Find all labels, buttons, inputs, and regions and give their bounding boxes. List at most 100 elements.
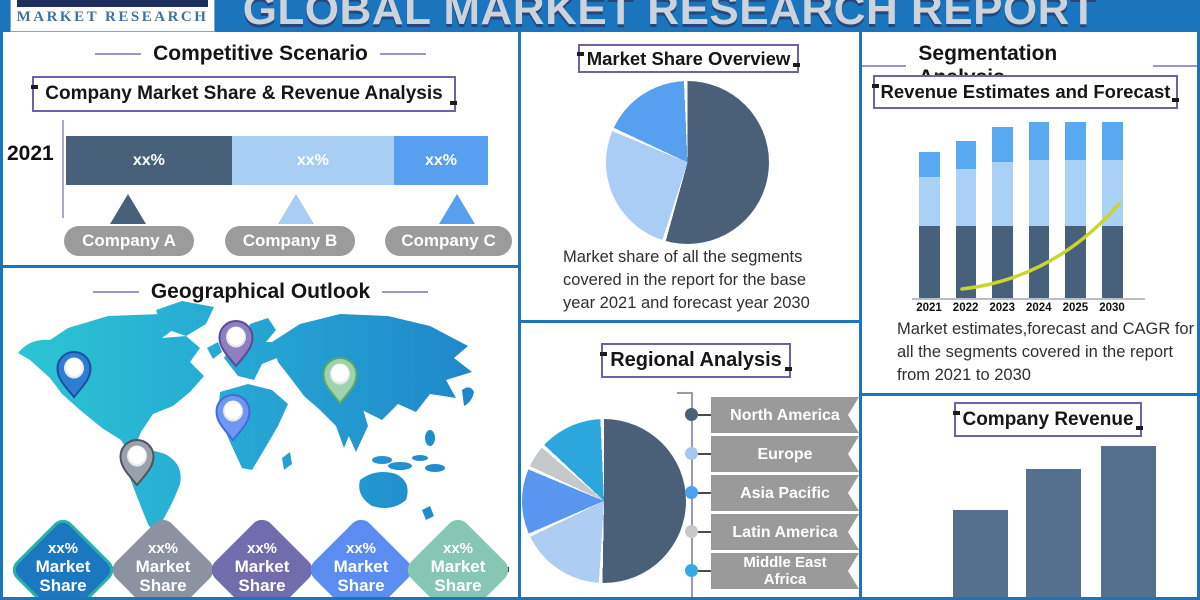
share-value-label: xx% — [296, 151, 329, 169]
region-dash — [698, 492, 711, 494]
island-japan — [462, 387, 474, 406]
segment-bottom — [1065, 226, 1086, 299]
geographical-outlook-title: Geographical Outlook — [3, 280, 518, 304]
continent-asia — [272, 314, 472, 448]
segment-middle — [992, 162, 1013, 226]
share-value-label: xx% — [132, 151, 165, 169]
island-new-zealand — [422, 506, 434, 520]
market-share-description: Market share of all the segments covered… — [563, 248, 810, 312]
title-dash-left — [95, 52, 142, 56]
forecast-bar-2024 — [1028, 122, 1050, 299]
regional-pie-chart — [522, 419, 686, 583]
logo-text: MARKET RESEARCH — [16, 9, 209, 25]
region-dot-asia-pacific — [685, 486, 698, 499]
map-pin-north-america — [56, 351, 92, 399]
forecast-bar-2022 — [955, 141, 977, 299]
segment-middle — [1028, 160, 1050, 226]
segmentation-analysis-panel: Segmentation Analysis Revenue Estimates … — [862, 32, 1197, 393]
company-share-subtitle-box: Company Market Share & Revenue Analysis — [31, 76, 457, 112]
company-b-label-pill: Company B — [225, 226, 355, 256]
company-share-stacked-bar: xx% xx% xx% — [66, 136, 488, 185]
diamond-3-text: xx% Market Share — [234, 540, 290, 595]
revenue-bar-3 — [1101, 446, 1156, 597]
diamond-1-text: xx% Market Share — [35, 540, 91, 595]
forecast-bar-2025 — [1065, 122, 1086, 299]
segment-bottom — [1028, 226, 1050, 299]
company-c-label-pill: Company C — [385, 226, 512, 256]
segmentation-description: Market estimates,forecast and CAGR for a… — [897, 320, 1195, 384]
region-ribbon-europe: Europe — [711, 436, 859, 472]
company-c-pointer-triangle — [439, 194, 475, 224]
island-philippines — [425, 430, 435, 446]
region-dash — [698, 414, 711, 416]
forecast-bar-2023 — [992, 127, 1013, 299]
region-ribbon-middle-east-africa: Middle East Africa — [711, 553, 859, 589]
competitive-scenario-panel: Competitive Scenario Company Market Shar… — [3, 32, 518, 265]
axis-line — [62, 120, 64, 218]
logo-top-bar — [17, 0, 208, 7]
map-pin-south-america — [119, 439, 155, 487]
region-dot-middle-east-africa — [685, 564, 698, 577]
logo: MARKET RESEARCH — [10, 0, 215, 32]
market-share-overview-panel: Market Share Overview Market share of al… — [521, 32, 859, 320]
map-pins — [56, 320, 358, 487]
regional-analysis-panel: Regional Analysis North America Europe A… — [521, 323, 859, 597]
segment-middle — [955, 169, 977, 226]
company-revenue-panel: Company Revenue — [862, 396, 1197, 597]
segment-top — [1102, 122, 1123, 160]
diamond-2-text: xx% Market Share — [135, 540, 191, 595]
region-dash — [698, 570, 711, 572]
revenue-bar-2 — [1026, 469, 1081, 597]
diamond-4-text: xx% Market Share — [333, 540, 389, 595]
x-axis-line — [912, 298, 1145, 300]
forecast-bar-2021 — [919, 152, 940, 299]
segment-top — [955, 141, 977, 169]
revenue-bar-1 — [953, 510, 1008, 597]
world-map — [18, 301, 474, 530]
island-indonesia-2 — [388, 462, 412, 470]
region-dot-north-america — [685, 408, 698, 421]
connector-elbow — [677, 392, 693, 394]
region-dot-europe — [685, 447, 698, 460]
geographical-outlook-panel: Geographical Outlook — [3, 268, 518, 597]
title-text: Geographical Outlook — [150, 280, 371, 303]
map-pin-east-asia — [322, 357, 358, 405]
island-indonesia-4 — [425, 464, 445, 472]
segment-middle — [1102, 160, 1123, 226]
segment-top — [992, 127, 1013, 162]
company-revenue-title-box: Company Revenue — [953, 402, 1143, 437]
year-tick-label: 2022 — [952, 302, 979, 314]
share-value-label: xx% — [425, 151, 458, 169]
region-india — [340, 406, 368, 452]
year-tick-label: 2023 — [989, 302, 1015, 314]
segment-middle — [919, 177, 940, 226]
company-b-pointer-triangle — [278, 194, 314, 224]
market-share-pie-chart — [606, 81, 769, 244]
competitive-scenario-title: Competitive Scenario — [3, 42, 518, 66]
segment-bottom — [955, 226, 977, 299]
segment-middle — [1065, 160, 1086, 226]
company-share-segment-3: xx% — [394, 136, 488, 185]
segment-bottom — [992, 226, 1013, 299]
region-dash — [698, 453, 711, 455]
title-dash-left — [92, 290, 139, 294]
continent-europe — [224, 318, 286, 380]
company-share-segment-1: xx% — [66, 136, 232, 185]
region-dot-latin-america — [685, 525, 698, 538]
map-pin-middle-east — [215, 394, 251, 442]
continent-north-america — [18, 314, 204, 456]
revenue-forecast-bar-chart — [862, 32, 1197, 299]
region-dash — [698, 531, 711, 533]
region-ribbon-north-america: North America — [711, 397, 859, 433]
company-a-label-pill: Company A — [64, 226, 194, 256]
year-tick-label: 2024 — [1026, 302, 1052, 314]
year-tick-label: 2025 — [1062, 302, 1089, 314]
island-indonesia-3 — [412, 455, 428, 461]
region-ribbon-asia-pacific: Asia Pacific — [711, 475, 859, 511]
subtitle-text: Company Market Share & Revenue Analysis — [45, 83, 443, 104]
title-dash-right — [1152, 64, 1197, 68]
map-pin-europe — [218, 320, 254, 368]
region-ribbon-latin-america: Latin America — [711, 514, 859, 550]
title-dash-right — [382, 290, 429, 294]
